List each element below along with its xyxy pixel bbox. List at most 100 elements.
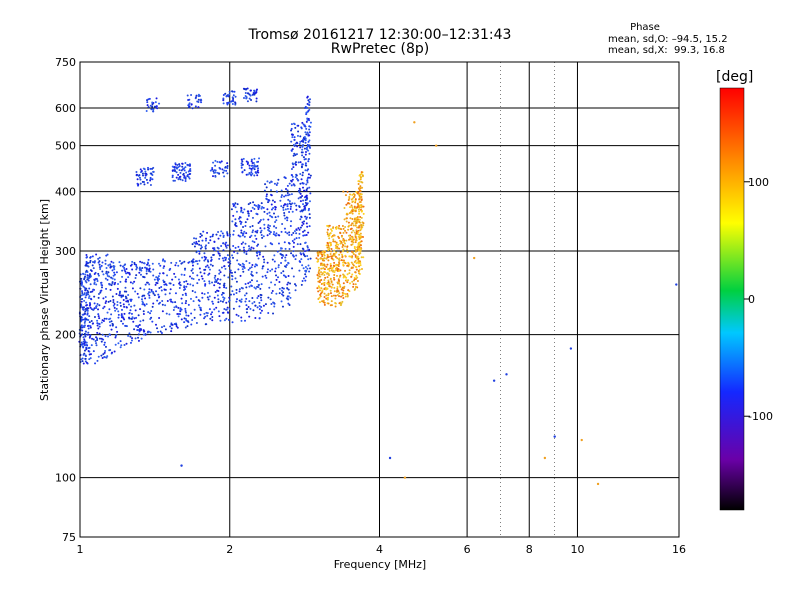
scatter-point bbox=[239, 222, 242, 225]
scatter-point bbox=[217, 231, 220, 234]
scatter-point bbox=[306, 267, 309, 270]
scatter-point bbox=[339, 304, 342, 307]
scatter-point bbox=[133, 317, 136, 320]
scatter-point bbox=[81, 308, 84, 311]
scatter-point bbox=[240, 229, 243, 232]
scatter-point bbox=[350, 204, 353, 207]
scatter-point bbox=[165, 312, 168, 315]
scatter-point bbox=[354, 271, 357, 274]
scatter-point bbox=[303, 107, 306, 110]
scatter-point bbox=[222, 102, 225, 105]
scatter-point bbox=[147, 258, 150, 261]
scatter-point bbox=[290, 180, 293, 183]
phase-label: Phase bbox=[630, 22, 660, 33]
scatter-point bbox=[286, 287, 289, 290]
scatter-point bbox=[358, 194, 361, 197]
scatter-point bbox=[183, 280, 186, 283]
scatter-point bbox=[227, 258, 230, 261]
scatter-point bbox=[275, 190, 278, 193]
scatter-point bbox=[169, 298, 172, 301]
scatter-point bbox=[257, 286, 260, 289]
scatter-point bbox=[305, 198, 308, 201]
scatter-point bbox=[306, 246, 309, 249]
scatter-point bbox=[201, 239, 204, 242]
scatter-point bbox=[152, 302, 155, 305]
data-points bbox=[78, 87, 678, 486]
scatter-point bbox=[299, 192, 302, 195]
scatter-point bbox=[348, 202, 351, 205]
scatter-point bbox=[236, 298, 239, 301]
scatter-point bbox=[153, 105, 156, 108]
scatter-point bbox=[280, 289, 283, 292]
scatter-point bbox=[259, 312, 262, 315]
scatter-point bbox=[284, 259, 287, 262]
scatter-point bbox=[357, 226, 360, 229]
scatter-point bbox=[178, 169, 181, 172]
scatter-point bbox=[331, 267, 334, 270]
scatter-point bbox=[273, 182, 276, 185]
scatter-point bbox=[97, 296, 100, 299]
scatter-point bbox=[344, 269, 347, 272]
scatter-point bbox=[163, 280, 166, 283]
y-tick-label: 400 bbox=[55, 186, 76, 199]
scatter-point bbox=[343, 206, 346, 209]
scatter-point bbox=[349, 282, 352, 285]
scatter-point bbox=[170, 261, 173, 264]
scatter-point bbox=[234, 102, 237, 105]
scatter-point bbox=[81, 292, 84, 295]
scatter-point bbox=[354, 254, 357, 257]
scatter-point bbox=[212, 253, 215, 256]
scatter-point bbox=[285, 254, 288, 257]
scatter-point bbox=[300, 166, 303, 169]
scatter-point bbox=[553, 435, 556, 438]
scatter-point bbox=[321, 290, 324, 293]
scatter-point bbox=[344, 292, 347, 295]
scatter-point bbox=[204, 268, 207, 271]
scatter-point bbox=[260, 283, 263, 286]
scatter-point bbox=[342, 231, 345, 234]
scatter-point bbox=[145, 110, 148, 113]
scatter-point bbox=[224, 165, 227, 168]
scatter-point bbox=[129, 341, 132, 344]
scatter-point bbox=[240, 319, 243, 322]
scatter-point bbox=[102, 297, 105, 300]
scatter-point bbox=[254, 316, 257, 319]
scatter-point bbox=[323, 287, 326, 290]
scatter-point bbox=[186, 325, 189, 328]
scatter-point bbox=[245, 292, 248, 295]
scatter-point bbox=[89, 269, 92, 272]
scatter-point bbox=[81, 313, 84, 316]
scatter-point bbox=[245, 311, 248, 314]
scatter-point bbox=[99, 266, 102, 269]
scatter-point bbox=[265, 195, 268, 198]
scatter-point bbox=[141, 172, 144, 175]
scatter-point bbox=[234, 103, 237, 106]
scatter-point bbox=[304, 279, 307, 282]
scatter-point bbox=[275, 278, 278, 281]
scatter-point bbox=[211, 311, 214, 314]
scatter-point bbox=[144, 283, 147, 286]
scatter-point bbox=[304, 273, 307, 276]
scatter-point bbox=[330, 247, 333, 250]
scatter-point bbox=[136, 266, 139, 269]
scatter-point bbox=[270, 189, 273, 192]
scatter-point bbox=[270, 302, 273, 305]
scatter-point bbox=[269, 214, 272, 217]
scatter-point bbox=[297, 124, 300, 127]
scatter-point bbox=[220, 245, 223, 248]
scatter-point bbox=[262, 235, 265, 238]
scatter-point bbox=[253, 265, 256, 268]
scatter-point bbox=[118, 294, 121, 297]
scatter-point bbox=[163, 288, 166, 291]
scatter-point bbox=[248, 247, 251, 250]
scatter-point bbox=[319, 264, 322, 267]
scatter-point bbox=[189, 283, 192, 286]
scatter-point bbox=[216, 250, 219, 253]
scatter-point bbox=[82, 272, 85, 275]
scatter-point bbox=[326, 282, 329, 285]
scatter-point bbox=[245, 232, 248, 235]
scatter-point bbox=[123, 312, 126, 315]
scatter-point bbox=[325, 265, 328, 268]
scatter-point bbox=[273, 200, 276, 203]
scatter-point bbox=[193, 241, 196, 244]
